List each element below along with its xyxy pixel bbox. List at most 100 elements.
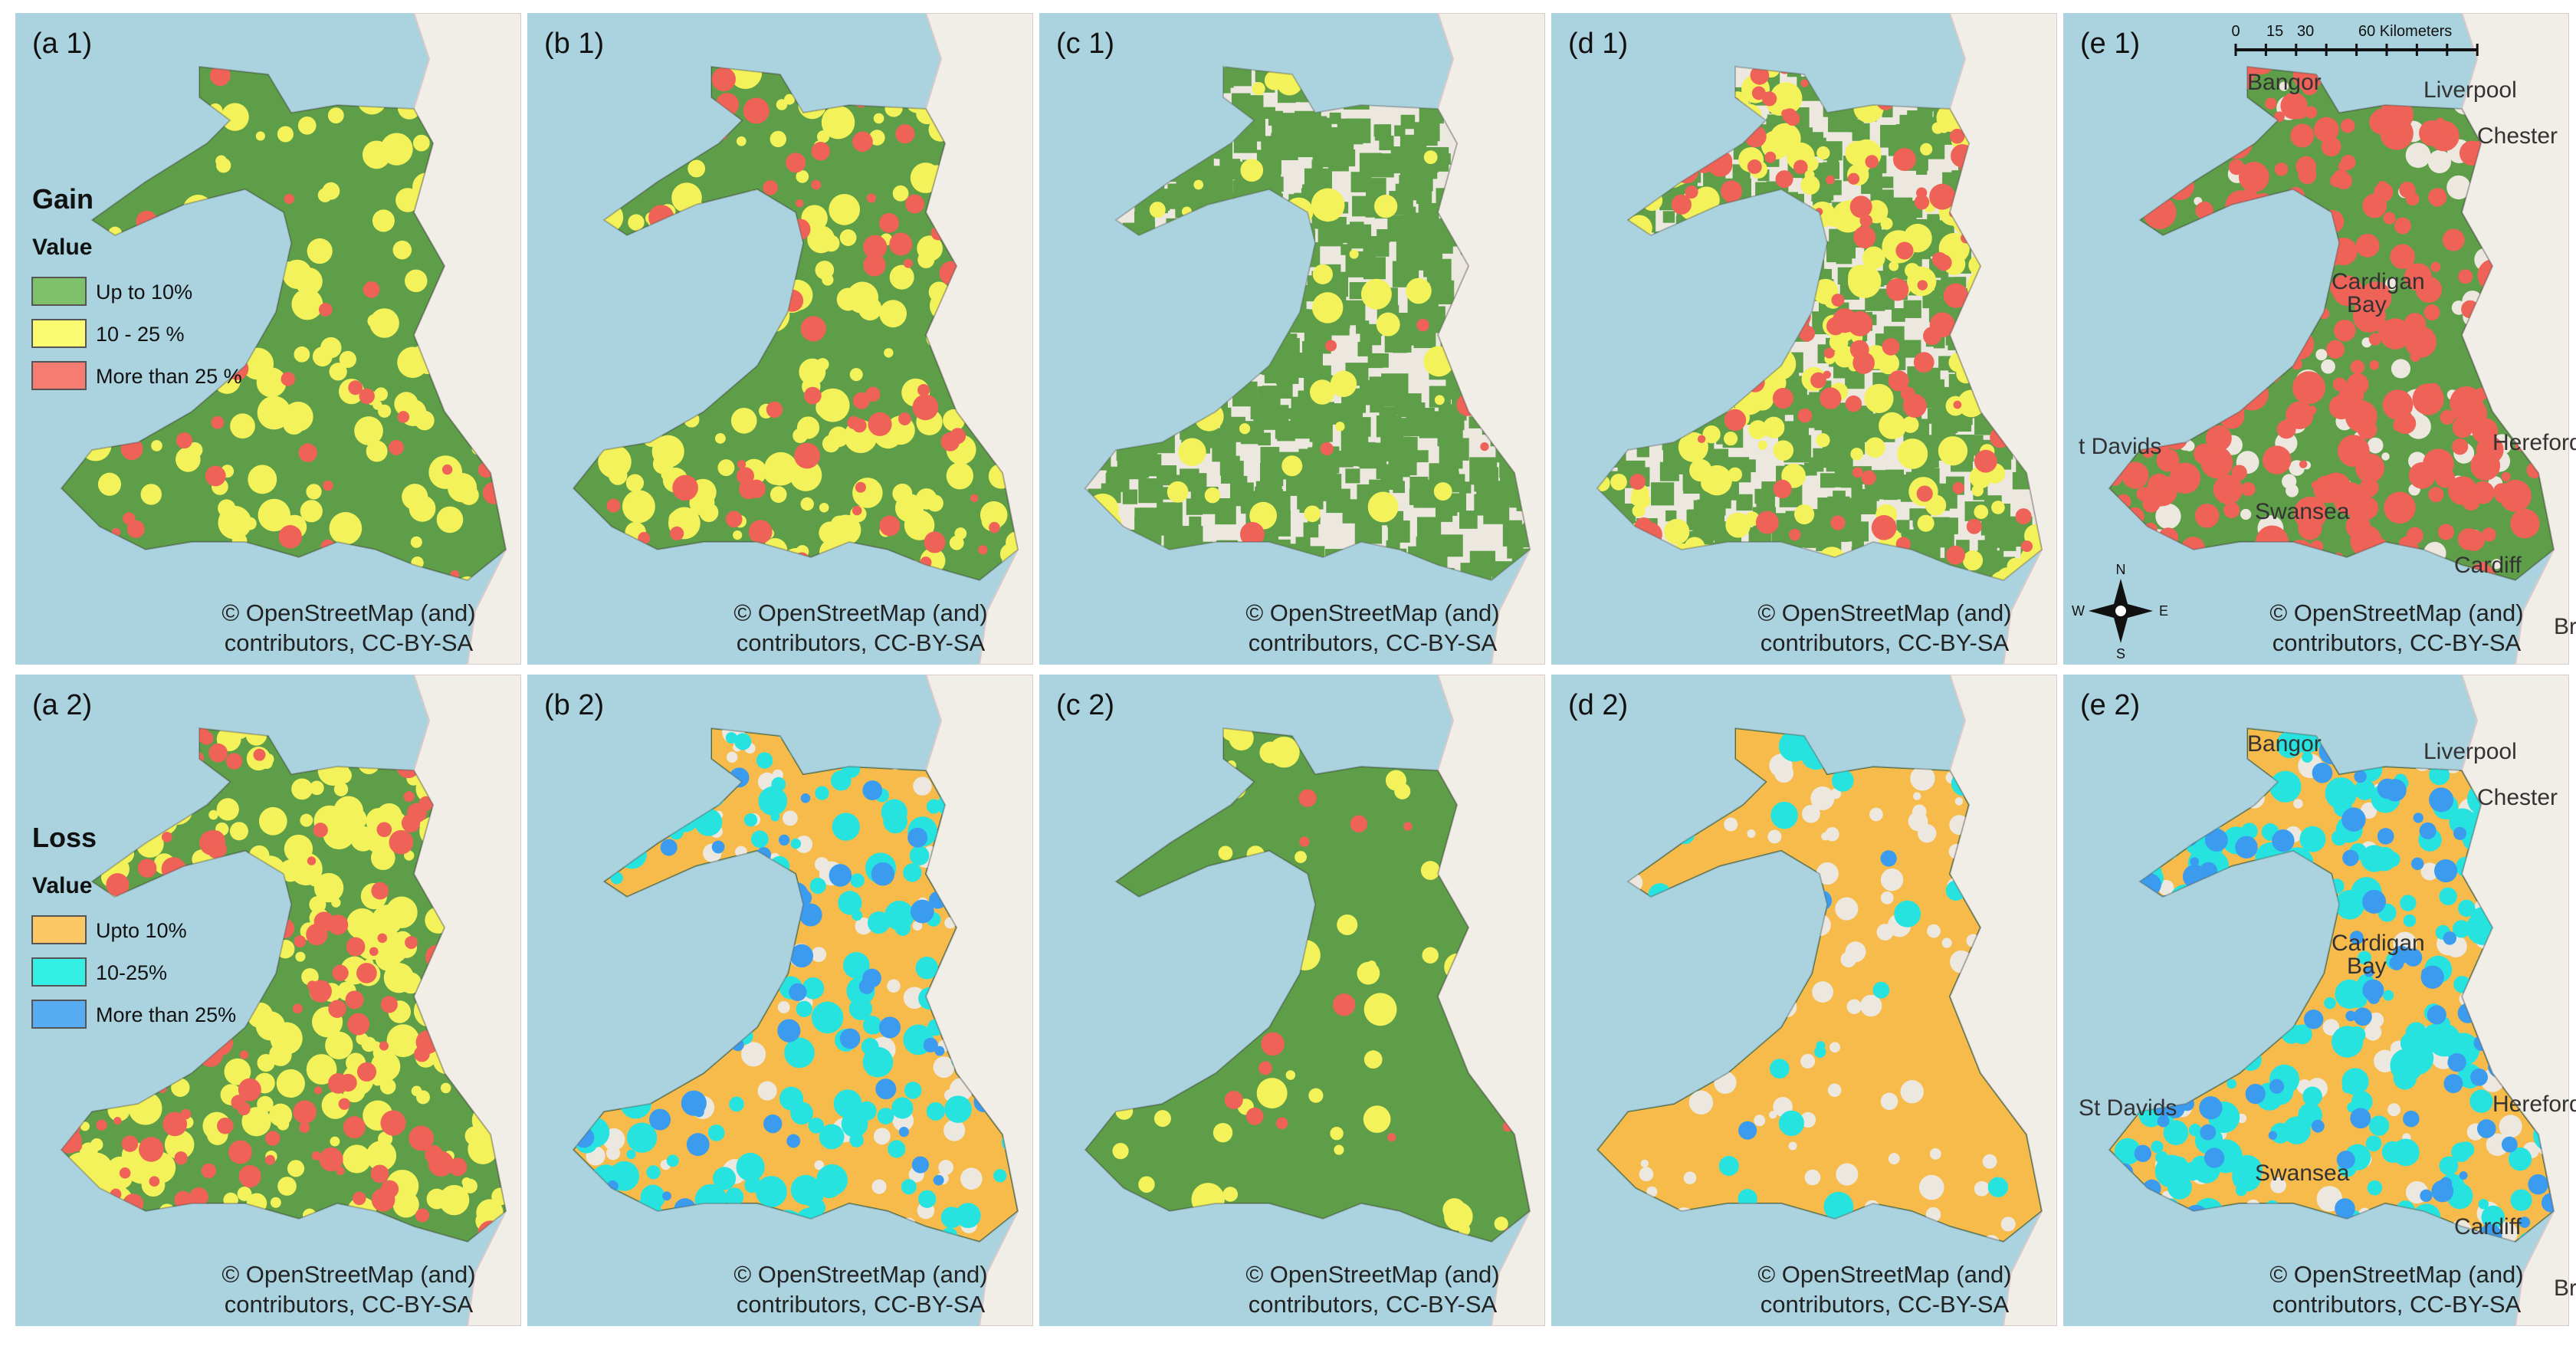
value-cell (1333, 225, 1348, 240)
value-patch (846, 281, 879, 314)
value-cell (1833, 491, 1846, 504)
value-patch (1434, 395, 1445, 405)
value-patch (405, 269, 428, 293)
place-name: Hereford (2492, 430, 2576, 455)
no-data-patch (1846, 999, 1862, 1014)
legend-swatch (31, 361, 87, 390)
value-patch (819, 502, 829, 513)
value-patch (1406, 277, 1432, 304)
map-panel: (e 1)© OpenStreetMap (and)contributors, … (2063, 13, 2576, 665)
value-patch (819, 521, 842, 545)
value-patch (1444, 1202, 1473, 1231)
value-patch (737, 460, 747, 469)
value-patch (1309, 379, 1335, 405)
value-cell (1403, 206, 1416, 220)
value-patch (796, 170, 809, 183)
value-patch (800, 497, 814, 511)
value-cell (1148, 486, 1163, 501)
value-patch (789, 458, 822, 491)
value-patch (1757, 440, 1767, 450)
value-patch (2015, 508, 2032, 525)
attribution: contributors, CC-BY-SA (1761, 629, 2010, 656)
value-patch (1363, 1050, 1383, 1069)
place-name: t Davids (2079, 434, 2161, 459)
attribution: © OpenStreetMap (and) (222, 599, 475, 626)
value-patch (879, 300, 907, 328)
value-patch (625, 474, 645, 492)
value-patch (1689, 458, 1712, 482)
place-name: Chester (2477, 123, 2558, 149)
value-patch (796, 199, 804, 208)
value-patch (1275, 1117, 1288, 1130)
value-patch (926, 1102, 945, 1121)
value-patch (119, 1167, 131, 1179)
value-patch (1363, 993, 1397, 1026)
no-data-patch (1724, 817, 1738, 832)
value-patch (2368, 1115, 2390, 1136)
value-patch (2290, 123, 2315, 148)
value-patch (1295, 851, 1307, 864)
value-patch (284, 193, 294, 205)
value-patch (299, 1122, 310, 1134)
value-patch (1974, 449, 1997, 473)
value-cell (1429, 280, 1455, 305)
value-patch (2442, 228, 2465, 251)
value-patch (71, 1141, 83, 1151)
value-patch (1367, 960, 1377, 970)
value-patch (2307, 405, 2317, 415)
value-cell (1163, 527, 1176, 540)
value-patch (458, 485, 479, 505)
value-patch (149, 1176, 160, 1187)
value-patch (2440, 409, 2455, 425)
value-patch (389, 439, 404, 455)
value-patch (137, 859, 157, 878)
value-patch (1193, 179, 1204, 190)
value-patch (121, 1135, 139, 1152)
value-patch (911, 1156, 929, 1174)
value-cell (1662, 211, 1675, 223)
legend-label: More than 25% (96, 1003, 236, 1026)
panel-label: (b 1) (544, 28, 604, 60)
value-patch (736, 136, 747, 146)
value-patch (2235, 1184, 2247, 1197)
value-patch (766, 401, 783, 419)
value-patch (409, 495, 436, 522)
value-patch (379, 1078, 396, 1095)
value-patch (97, 472, 122, 496)
legend-swatch (31, 319, 87, 348)
value-patch (1902, 416, 1919, 433)
compass-w: W (2072, 603, 2085, 619)
value-patch (1850, 448, 1863, 461)
value-patch (2282, 1116, 2311, 1144)
value-cell (1146, 454, 1162, 470)
value-cell (1219, 455, 1240, 476)
no-data-patch (871, 1179, 887, 1194)
value-patch (1629, 474, 1646, 490)
value-patch (216, 158, 231, 173)
value-patch (1387, 1133, 1396, 1142)
value-cell (1277, 383, 1293, 399)
value-patch (796, 1000, 812, 1018)
no-data-patch (1982, 1154, 1997, 1169)
value-patch (2325, 777, 2358, 809)
value-patch (918, 1190, 937, 1208)
value-patch (2476, 1119, 2496, 1138)
value-patch (1664, 518, 1690, 545)
attribution: contributors, CC-BY-SA (737, 629, 986, 656)
value-patch (2436, 117, 2445, 127)
value-patch (90, 1138, 103, 1151)
value-patch (327, 914, 349, 935)
value-patch (113, 1116, 122, 1125)
value-patch (1823, 206, 1836, 219)
value-patch (1847, 310, 1873, 337)
no-data-patch (1683, 1171, 1697, 1184)
value-patch (711, 67, 736, 92)
value-patch (208, 809, 218, 820)
value-patch (863, 254, 886, 277)
value-patch (1895, 241, 1914, 260)
value-patch (2454, 397, 2488, 431)
value-patch (389, 829, 414, 855)
value-patch (1849, 195, 1872, 218)
attribution: © OpenStreetMap (and) (1757, 1261, 2011, 1288)
value-patch (2155, 1151, 2168, 1164)
